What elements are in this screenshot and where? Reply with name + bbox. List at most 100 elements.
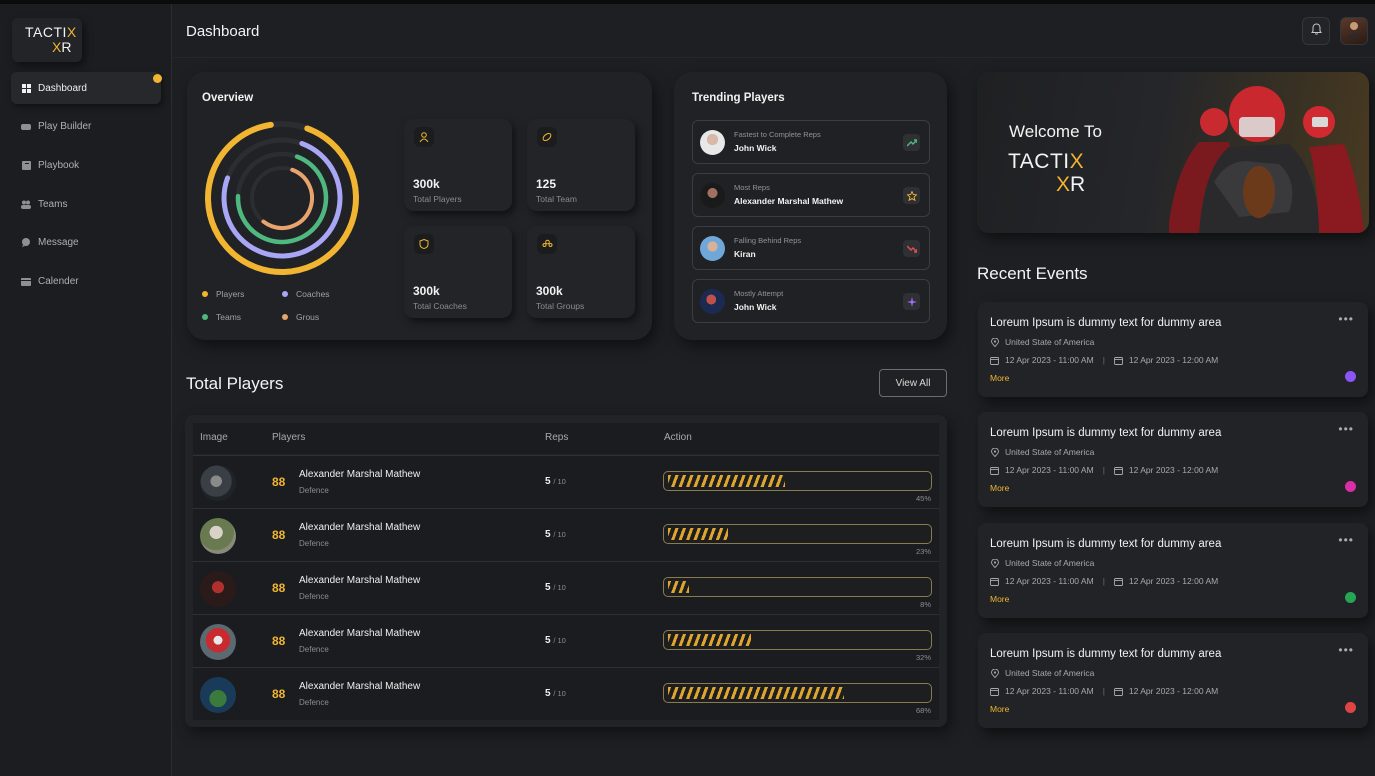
event-more-link[interactable]: More <box>990 373 1010 383</box>
sidebar-item-message[interactable]: Message <box>11 227 161 259</box>
sidebar-item-label: Message <box>38 237 79 249</box>
header-divider <box>173 57 1375 58</box>
stat-total-team: 125 Total Team <box>527 119 635 211</box>
group-icon <box>537 234 557 254</box>
football-players-image <box>1169 86 1364 233</box>
user-avatar[interactable] <box>1340 17 1368 45</box>
event-card[interactable]: Loreum Ipsum is dummy text for dummy are… <box>978 412 1368 507</box>
overview-ring-chart <box>205 121 359 275</box>
legend-item-players: Players <box>202 289 244 299</box>
progress-percent: 45% <box>915 494 931 503</box>
legend-item-teams: Teams <box>202 312 241 322</box>
date-separator: | <box>1102 355 1105 365</box>
more-options-icon[interactable]: ••• <box>1338 643 1354 657</box>
logo-text: R <box>61 39 72 55</box>
stat-value: 300k <box>413 284 440 298</box>
sidebar-item-playbook[interactable]: Playbook <box>11 149 161 181</box>
trending-item[interactable]: Mostly Attempt John Wick <box>692 279 930 323</box>
notification-button[interactable] <box>1302 17 1330 45</box>
player-avatar <box>200 518 236 554</box>
event-card[interactable]: Loreum Ipsum is dummy text for dummy are… <box>978 633 1368 728</box>
sidebar-item-calender[interactable]: Calender <box>11 265 161 297</box>
ring-arc-teams <box>235 151 329 245</box>
progress-bar <box>663 683 932 703</box>
logo-text: TACTI <box>25 24 67 40</box>
welcome-brand-x: X <box>1069 150 1085 173</box>
event-card[interactable]: Loreum Ipsum is dummy text for dummy are… <box>978 523 1368 618</box>
stat-value: 300k <box>413 177 440 191</box>
event-card[interactable]: Loreum Ipsum is dummy text for dummy are… <box>978 302 1368 397</box>
table-row[interactable]: 88 Alexander Marshal Mathew Defence 5 / … <box>193 667 939 720</box>
trending-name: Alexander Marshal Mathew <box>734 196 844 206</box>
trend-up-icon <box>903 134 920 151</box>
player-name: Alexander Marshal Mathew <box>299 469 421 480</box>
more-options-icon[interactable]: ••• <box>1338 422 1354 436</box>
welcome-title: Welcome To <box>1009 122 1102 141</box>
event-end: 12 Apr 2023 - 12:00 AM <box>1128 686 1219 696</box>
avatar <box>700 183 725 208</box>
progress-fill <box>668 687 845 699</box>
player-avatar <box>200 465 236 501</box>
sidebar-item-dashboard[interactable]: Dashboard <box>11 72 161 104</box>
sidebar: TACTIX XR <box>0 4 172 776</box>
player-name: Alexander Marshal Mathew <box>299 575 421 586</box>
welcome-brand-text: TACTI <box>1008 150 1070 173</box>
trending-subtitle: Falling Behind Reps <box>734 236 802 245</box>
event-location: United State of America <box>1005 558 1095 568</box>
legend-label: Coaches <box>296 289 330 299</box>
event-status-dot <box>1345 371 1356 382</box>
view-all-button[interactable]: View All <box>879 369 947 397</box>
reps-value: 5 <box>545 529 551 540</box>
event-start: 12 Apr 2023 - 11:00 AM <box>1005 576 1094 586</box>
reps-value: 5 <box>545 476 551 487</box>
stat-label: Total Coaches <box>413 301 467 311</box>
trending-subtitle: Fastest to Complete Reps <box>734 130 821 139</box>
player-number: 88 <box>272 687 286 701</box>
reps-value: 5 <box>545 582 551 593</box>
date-separator: | <box>1102 465 1105 475</box>
app-logo[interactable]: TACTIX XR <box>12 18 82 62</box>
player-number: 88 <box>272 634 286 648</box>
reps-total: / 10 <box>553 636 566 645</box>
table-row[interactable]: 88 Alexander Marshal Mathew Defence 5 / … <box>193 455 939 508</box>
stat-label: Total Team <box>536 194 577 204</box>
trending-item[interactable]: Falling Behind Reps Kiran <box>692 226 930 270</box>
more-options-icon[interactable]: ••• <box>1338 533 1354 547</box>
calendar-icon <box>990 687 999 696</box>
chat-icon <box>21 238 31 248</box>
table-row[interactable]: 88 Alexander Marshal Mathew Defence 5 / … <box>193 508 939 561</box>
calendar-icon <box>1113 466 1123 475</box>
trending-name: Kiran <box>734 249 756 259</box>
overview-title: Overview <box>202 92 254 104</box>
sidebar-item-play-builder[interactable]: Play Builder <box>11 111 161 143</box>
player-avatar <box>200 677 236 713</box>
trend-down-icon <box>903 240 920 257</box>
progress-fill <box>668 634 751 646</box>
calendar-icon <box>990 577 999 586</box>
logo-x: X <box>52 39 62 55</box>
player-name: Alexander Marshal Mathew <box>299 522 421 533</box>
event-more-link[interactable]: More <box>990 594 1010 604</box>
trending-title: Trending Players <box>692 92 785 104</box>
calendar-icon <box>1113 687 1123 696</box>
sidebar-item-label: Calender <box>38 275 79 287</box>
trending-item[interactable]: Fastest to Complete Reps John Wick <box>692 120 930 164</box>
ring-arc-grous <box>250 166 314 230</box>
more-options-icon[interactable]: ••• <box>1338 312 1354 326</box>
legend-label: Players <box>216 289 245 299</box>
event-more-link[interactable]: More <box>990 483 1010 493</box>
progress-bar <box>663 471 932 491</box>
reps-value: 5 <box>545 688 551 699</box>
football-icon <box>537 127 557 147</box>
table-row[interactable]: 88 Alexander Marshal Mathew Defence 5 / … <box>193 561 939 614</box>
sidebar-item-label: Play Builder <box>38 121 92 133</box>
legend-item-coaches: Coaches <box>282 289 330 299</box>
event-more-link[interactable]: More <box>990 704 1010 714</box>
table-row[interactable]: 88 Alexander Marshal Mathew Defence 5 / … <box>193 614 939 667</box>
date-separator: | <box>1102 686 1105 696</box>
event-end: 12 Apr 2023 - 12:00 AM <box>1128 576 1219 586</box>
trending-item[interactable]: Most Reps Alexander Marshal Mathew <box>692 173 930 217</box>
event-status-dot <box>1345 702 1356 713</box>
progress-fill <box>668 528 728 540</box>
sidebar-item-teams[interactable]: Teams <box>11 188 161 220</box>
